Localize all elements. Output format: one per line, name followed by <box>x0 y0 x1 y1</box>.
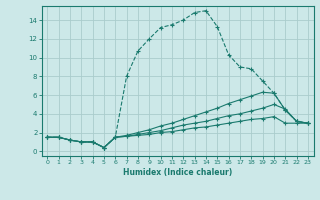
X-axis label: Humidex (Indice chaleur): Humidex (Indice chaleur) <box>123 168 232 177</box>
